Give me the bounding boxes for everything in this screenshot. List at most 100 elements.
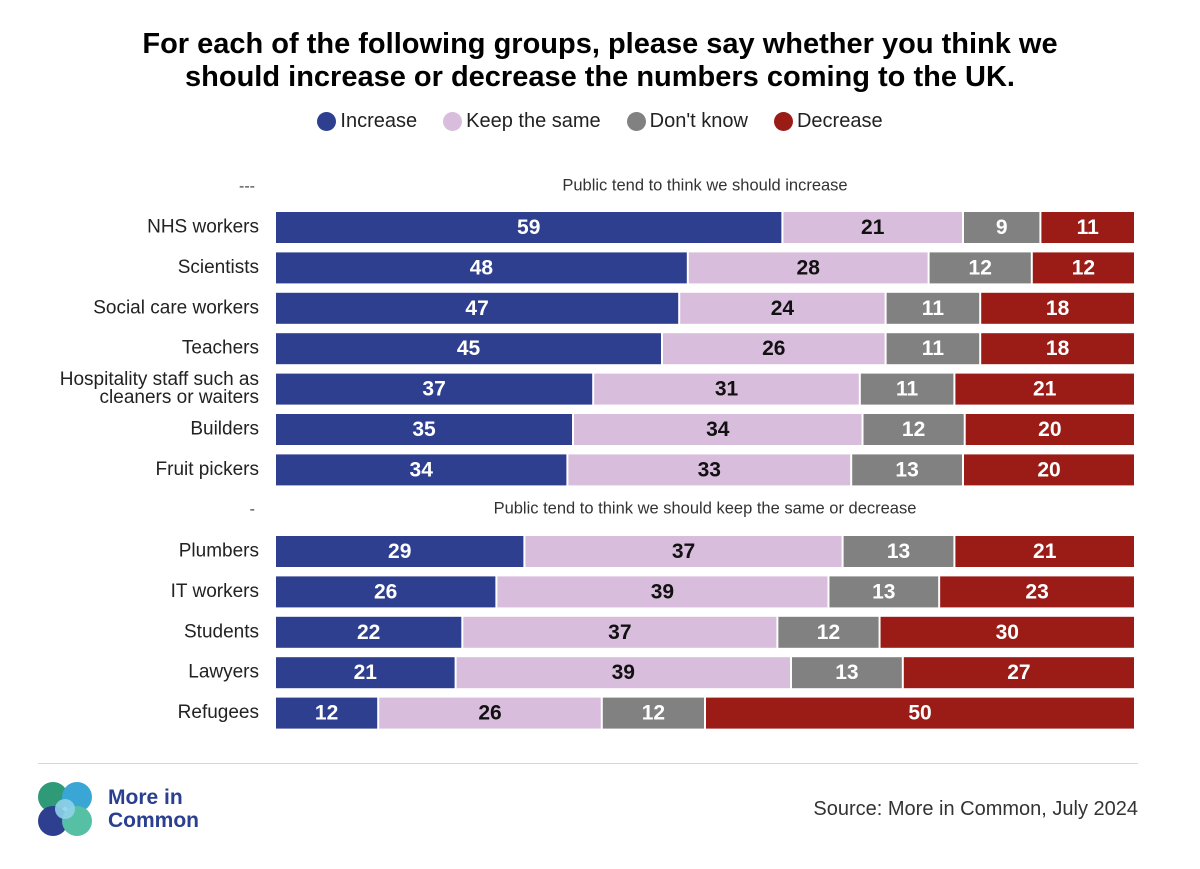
data-label-plumbers-don-t-know: 13 (887, 540, 910, 563)
data-label-refugees-keep-the-same: 26 (478, 702, 501, 725)
data-label-refugees-decrease: 50 (908, 702, 931, 725)
category-label-social-care-workers: Social care workers (93, 297, 259, 318)
data-label-it-workers-decrease: 23 (1025, 580, 1048, 603)
section-marker: --- (239, 178, 255, 195)
bar-lawyers-keep-the-same (456, 657, 790, 689)
bar-lawyers-decrease (903, 657, 1134, 689)
logo-text-line-1: More in (108, 786, 183, 809)
data-label-students-increase: 22 (357, 621, 380, 644)
bar-builders-decrease (965, 414, 1134, 445)
bar-hospitality-staff-such-as-cleaners-or-waiters-don-t-know (860, 373, 954, 405)
category-label-refugees: Refugees (178, 702, 259, 723)
data-label-it-workers-increase: 26 (374, 580, 397, 603)
legend-swatch-dont-know (626, 112, 646, 131)
data-label-nhs-workers-keep-the-same: 21 (861, 216, 885, 239)
data-label-fruit-pickers-increase: 34 (410, 458, 434, 481)
data-label-teachers-increase: 45 (457, 337, 481, 360)
bar-scientists-decrease (1032, 252, 1134, 284)
footer-divider (38, 763, 1138, 764)
bar-hospitality-staff-such-as-cleaners-or-waiters-decrease (955, 373, 1134, 405)
data-label-builders-decrease: 20 (1038, 418, 1061, 441)
data-label-social-care-workers-decrease: 18 (1046, 297, 1070, 320)
data-label-students-decrease: 30 (996, 621, 1019, 644)
bar-refugees-increase (276, 697, 378, 729)
category-label-nhs-workers: NHS workers (147, 217, 259, 238)
chart-title-line-1: For each of the following groups, please… (142, 28, 1058, 60)
data-label-teachers-decrease: 18 (1046, 337, 1070, 360)
bar-scientists-keep-the-same (688, 252, 928, 284)
data-label-students-don-t-know: 12 (817, 621, 840, 644)
data-label-nhs-workers-decrease: 11 (1077, 216, 1100, 239)
bar-builders-keep-the-same (574, 414, 862, 445)
data-label-hospitality-staff-such-as-cleaners-or-waiters-increase: 37 (422, 378, 445, 401)
bar-fruit-pickers-don-t-know (852, 454, 962, 486)
legend-label-dont-know: Don't know (649, 110, 748, 132)
bar-fruit-pickers-increase (276, 454, 567, 486)
data-label-refugees-don-t-know: 12 (642, 702, 665, 725)
data-label-nhs-workers-increase: 59 (517, 216, 540, 239)
bar-nhs-workers-keep-the-same (783, 212, 962, 243)
bar-it-workers-don-t-know (829, 576, 939, 608)
bar-teachers-keep-the-same (663, 333, 885, 365)
logo-text-line-2: Common (108, 809, 199, 832)
bar-students-keep-the-same (463, 616, 777, 648)
bar-nhs-workers-don-t-know (964, 212, 1040, 243)
bar-it-workers-increase (276, 576, 496, 608)
data-label-fruit-pickers-decrease: 20 (1037, 458, 1060, 481)
data-label-plumbers-keep-the-same: 37 (672, 540, 695, 563)
logo-wordmark: More in Common (108, 786, 199, 832)
bar-social-care-workers-decrease (981, 292, 1134, 324)
data-label-lawyers-don-t-know: 13 (835, 661, 858, 684)
data-label-social-care-workers-keep-the-same: 24 (771, 297, 795, 320)
bar-hospitality-staff-such-as-cleaners-or-waiters-keep-the-same (594, 373, 859, 405)
category-label-builders: Builders (190, 419, 259, 440)
bar-builders-increase (276, 414, 573, 445)
stacked-bar-chart: --- Public tend to think we should increa… (60, 176, 1134, 729)
data-label-social-care-workers-don-t-know: 11 (922, 297, 945, 320)
legend-swatch-decrease (773, 112, 793, 131)
bar-it-workers-keep-the-same (497, 576, 828, 608)
data-label-it-workers-keep-the-same: 39 (651, 580, 674, 603)
data-label-nhs-workers-don-t-know: 9 (996, 216, 1008, 239)
bar-plumbers-don-t-know (843, 536, 954, 567)
more-in-common-logo-icon (38, 782, 92, 836)
category-label-plumbers: Plumbers (179, 541, 259, 562)
bar-plumbers-keep-the-same (525, 536, 842, 567)
bar-lawyers-don-t-know (792, 657, 902, 689)
bar-refugees-don-t-know (602, 697, 704, 729)
bar-nhs-workers-decrease (1041, 212, 1134, 243)
data-label-hospitality-staff-such-as-cleaners-or-waiters-don-t-know: 11 (896, 378, 919, 401)
data-label-students-keep-the-same: 37 (608, 621, 631, 644)
bar-scientists-don-t-know (929, 252, 1031, 284)
bar-teachers-don-t-know (886, 333, 980, 365)
data-label-scientists-increase: 48 (470, 256, 494, 279)
bar-lawyers-increase (276, 657, 455, 689)
legend-label-keep-the-same: Keep the same (466, 110, 601, 132)
data-label-social-care-workers-increase: 47 (465, 297, 488, 320)
data-label-fruit-pickers-don-t-know: 13 (895, 458, 918, 481)
data-label-hospitality-staff-such-as-cleaners-or-waiters-decrease: 21 (1033, 378, 1057, 401)
bar-builders-don-t-know (863, 414, 964, 445)
section-marker: - (250, 501, 255, 518)
bar-students-increase (276, 616, 462, 648)
data-label-hospitality-staff-such-as-cleaners-or-waiters-keep-the-same: 31 (715, 378, 739, 401)
data-label-it-workers-don-t-know: 13 (872, 580, 895, 603)
category-label-hospitality-staff-such-as-cleaners-or-waiters: Hospitality staff such as cleaners or wai… (60, 369, 259, 408)
bar-teachers-increase (276, 333, 661, 365)
data-label-plumbers-increase: 29 (388, 540, 411, 563)
legend-label-increase: Increase (340, 110, 418, 132)
bar-social-care-workers-don-t-know (886, 292, 980, 324)
data-label-teachers-keep-the-same: 26 (762, 337, 785, 360)
category-label-fruit-pickers: Fruit pickers (156, 459, 259, 480)
bar-plumbers-decrease (955, 536, 1134, 567)
bar-it-workers-decrease (940, 576, 1134, 608)
legend-item-keep-the-same: Keep the same (443, 110, 601, 133)
bar-refugees-keep-the-same (379, 697, 601, 729)
section-heading: Public tend to think we should increase (562, 176, 847, 194)
bar-refugees-decrease (706, 697, 1134, 729)
legend-swatch-keep-the-same (443, 112, 463, 131)
data-label-lawyers-decrease: 27 (1007, 661, 1030, 684)
data-label-teachers-don-t-know: 11 (922, 337, 945, 360)
legend-label-decrease: Decrease (796, 110, 883, 132)
bar-social-care-workers-keep-the-same (680, 292, 885, 324)
